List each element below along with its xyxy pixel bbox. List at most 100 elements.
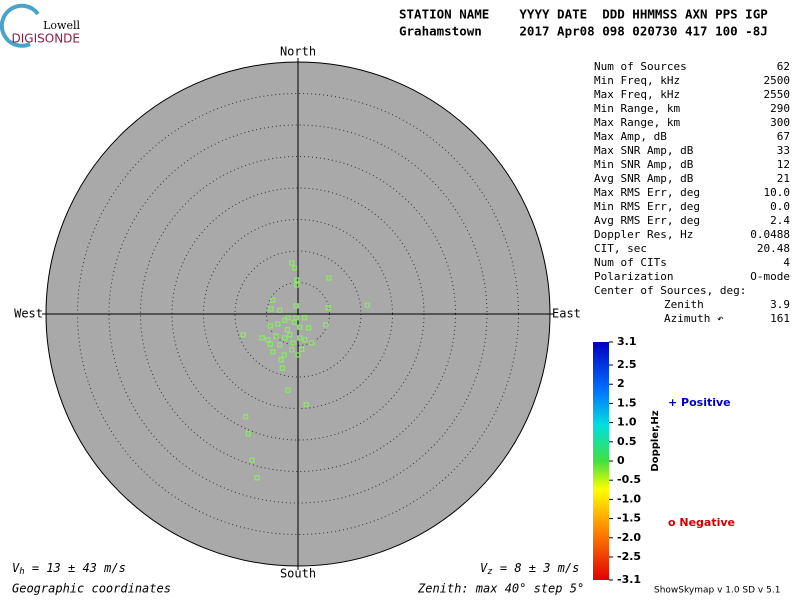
stat-label: Avg SNR Amp, dB [594,172,694,185]
center-title: Center of Sources, deg: [594,284,746,297]
source-point [293,303,299,309]
logo-top: Lowell [43,19,80,32]
source-point [254,475,260,481]
source-point [268,306,274,312]
source-point [287,332,293,338]
colorbar-tick-label: -2.0 [617,531,641,544]
legend-negative: o Negative [668,516,735,529]
stat-label: Min RMS Err, deg [594,200,700,213]
stat-value: 67 [777,130,790,143]
colorbar-tick-label: 1.5 [617,396,637,409]
source-point [259,335,265,341]
source-point [364,302,370,308]
logo-arc [0,3,40,48]
version-text: ShowSkymap v 1.0 SD v 5.1 [654,586,780,596]
source-point [285,315,291,321]
colorbar-tick-label: -2.5 [617,550,641,563]
source-point [291,319,297,325]
stat-value: 21 [777,172,790,185]
colorbar-tick-label: -1.0 [617,492,641,505]
source-point [294,277,300,283]
source-point [290,340,296,346]
source-point [275,321,281,327]
source-point [297,324,303,330]
stat-value: 4 [783,256,790,269]
colorbar-tick-label: 2.5 [617,358,637,371]
colorbar-tick-label: -0.5 [617,473,641,486]
vz-text: Vz = 8 ± 3 m/s [480,561,579,577]
stat-value: 12 [777,158,790,171]
stat-label: Max RMS Err, deg [594,186,700,199]
stat-label: Max Freq, kHz [594,88,680,101]
vh-text: Vh = 13 ± 43 m/s [12,561,126,577]
colorbar-tick-label: 0 [617,454,625,467]
stat-value: 290 [770,102,790,115]
logo-bottom: DIGISONDE [12,32,80,46]
source-point [270,349,276,355]
header-values: Grahamstown 2017 Apr08 098 020730 417 10… [399,24,768,39]
stat-label: Max Amp, dB [594,130,667,143]
stat-label: Doppler Res, Hz [594,228,693,241]
source-point [297,335,303,341]
colorbar-tick-label: 0.5 [617,435,637,448]
stat-value: 62 [777,60,790,73]
colorbar-tick-label: -1.5 [617,512,641,525]
source-point [277,307,283,313]
source-point [278,357,284,363]
header-columns: STATION NAME YYYY DATE DDD HHMMSS AXN PP… [399,7,768,22]
stat-label: Min Range, km [594,102,680,115]
legend-positive: + Positive [668,396,731,409]
colorbar-tick-label: -3.1 [617,573,641,586]
source-point [279,365,285,371]
source-point [299,346,305,352]
compass-west: West [14,307,43,321]
stat-value: 2.4 [770,214,790,227]
zenith-text: Zenith: max 40° step 5° [417,582,584,596]
source-point [284,327,290,333]
colorbar-label: Doppler,Hz [650,410,661,471]
stat-value: 2500 [764,74,791,87]
center-label: Azimuth ↶ [664,312,724,325]
source-point [309,340,315,346]
stat-label: Num of CITs [594,256,667,269]
source-point [281,352,287,358]
source-point [243,414,249,420]
source-point [289,347,295,353]
source-point [277,342,283,348]
source-point [325,305,331,311]
source-point [302,337,308,343]
compass-east: East [552,307,581,321]
source-point [240,332,246,338]
source-point [267,341,273,347]
source-point [303,402,309,408]
stat-value: 20.48 [757,242,790,255]
source-point [295,352,301,358]
center-value: 3.9 [770,298,790,311]
colorbar-tick-label: 1.0 [617,416,637,429]
colorbar-tick-label: 2 [617,377,625,390]
compass-south: South [280,567,316,581]
source-point [301,315,307,321]
source-point [267,323,273,329]
stat-label: Max Range, km [594,116,680,129]
source-point [270,297,276,303]
stat-value: 33 [777,144,790,157]
stat-label: Avg RMS Err, deg [594,214,700,227]
source-point [282,335,288,341]
stat-value: O-mode [750,270,790,283]
source-point [289,260,295,266]
stat-label: Min SNR Amp, dB [594,158,694,171]
source-point [249,457,255,463]
source-point [273,333,279,339]
compass-north: North [280,45,316,59]
stat-label: Num of Sources [594,60,687,73]
stat-value: 0.0 [770,200,790,213]
center-value: 161 [770,312,790,325]
stat-value: 300 [770,116,790,129]
stat-label: Max SNR Amp, dB [594,144,694,157]
center-label: Zenith [664,298,704,311]
source-point [285,387,291,393]
stat-value: 10.0 [764,186,791,199]
source-point [292,265,298,271]
